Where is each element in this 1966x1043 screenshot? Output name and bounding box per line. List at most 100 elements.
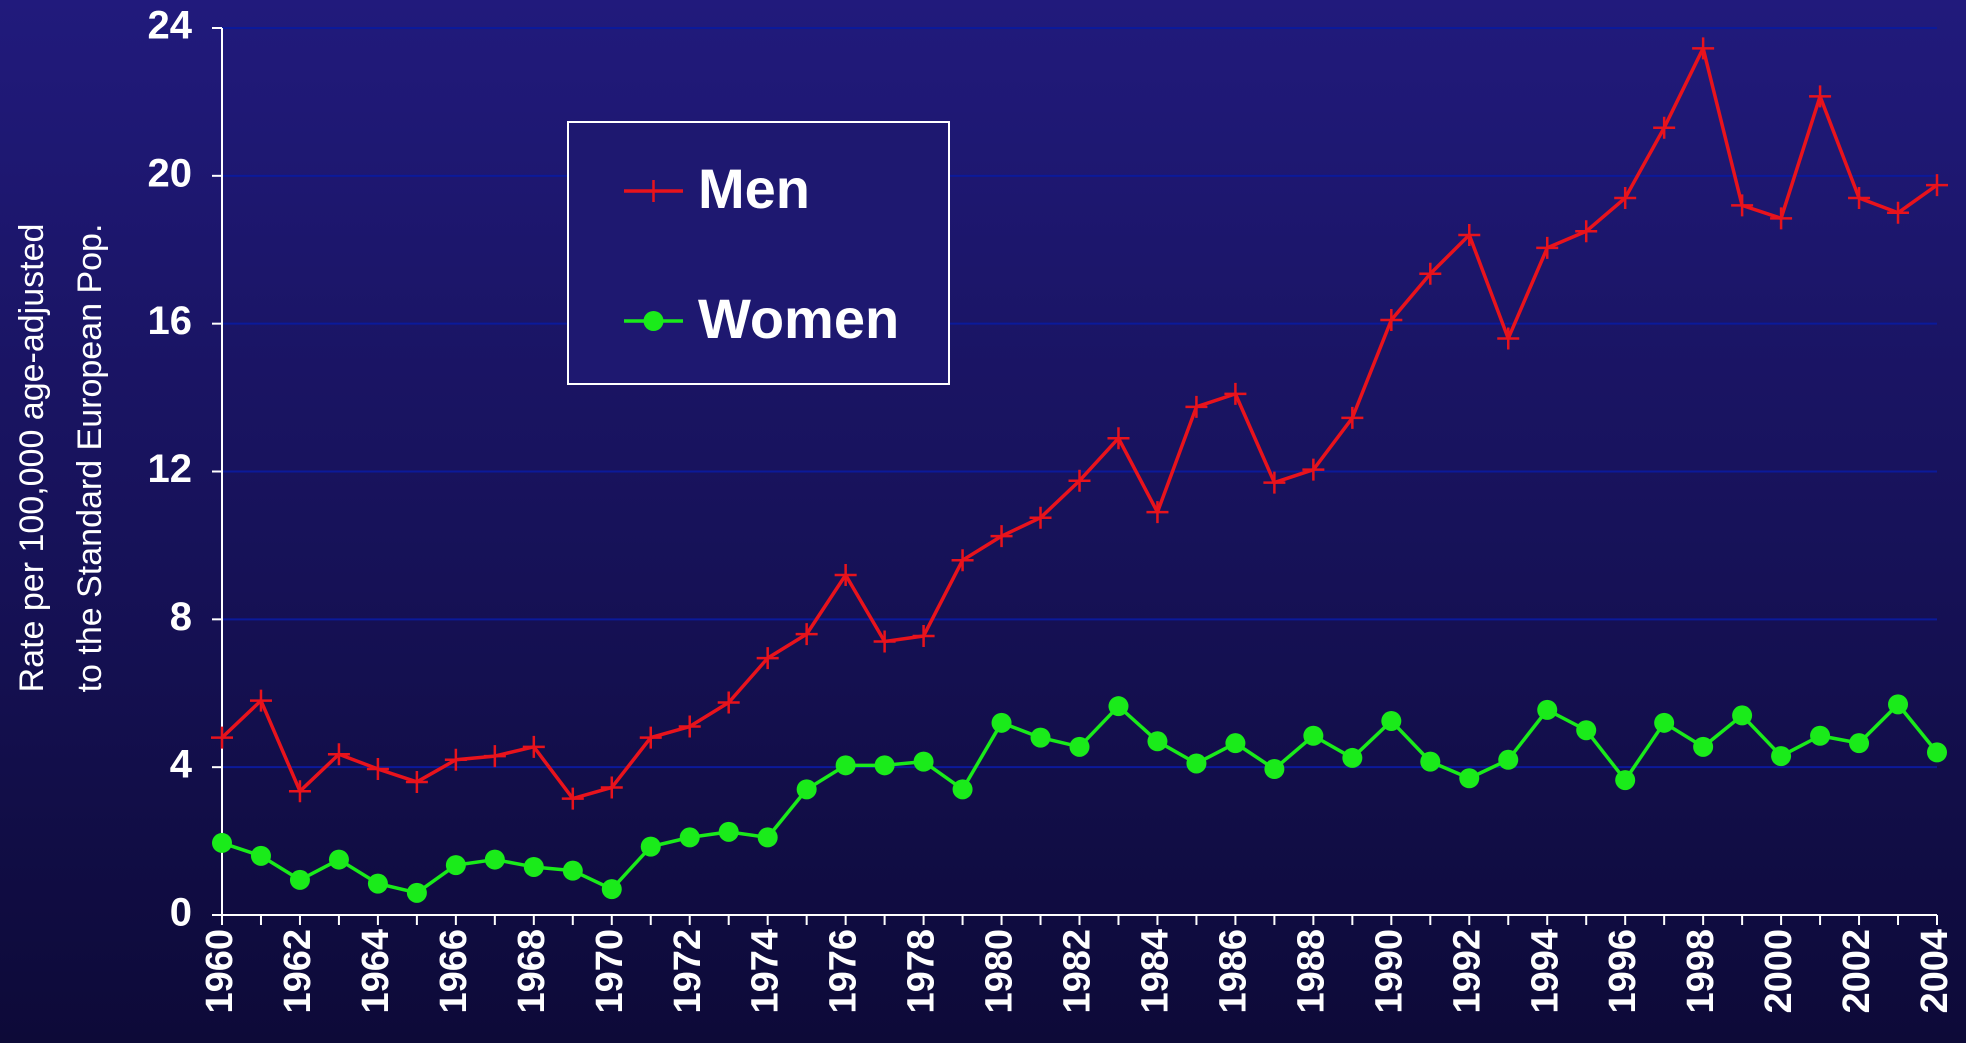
x-tick-label: 1976	[823, 929, 865, 1014]
point	[1419, 262, 1442, 285]
point	[523, 856, 544, 877]
point	[1341, 406, 1364, 429]
point	[795, 623, 818, 646]
point	[1693, 736, 1714, 757]
legend-marker	[643, 311, 664, 331]
point	[1770, 207, 1793, 230]
point	[952, 779, 973, 800]
point	[522, 735, 545, 758]
y-tick-label: 4	[170, 743, 193, 787]
x-tick-label: 1990	[1368, 929, 1410, 1014]
point	[717, 691, 740, 714]
point	[1849, 733, 1870, 754]
point	[1692, 37, 1715, 60]
point	[249, 689, 272, 712]
point	[445, 855, 466, 876]
x-tick-label: 1964	[355, 929, 397, 1014]
point	[796, 779, 817, 800]
point	[639, 726, 662, 749]
point	[1458, 223, 1481, 246]
point	[1303, 725, 1324, 746]
point	[1809, 85, 1832, 108]
x-tick-label: 2002	[1836, 929, 1878, 1014]
point	[212, 832, 232, 853]
point	[211, 726, 233, 749]
x-tick-label: 1972	[667, 929, 709, 1014]
x-tick-label: 1988	[1290, 929, 1332, 1014]
point	[1732, 705, 1753, 726]
point	[1575, 220, 1598, 243]
point	[1029, 506, 1052, 529]
point	[1537, 699, 1558, 720]
point	[1888, 694, 1909, 715]
point	[1264, 759, 1285, 780]
x-tick-label: 1992	[1446, 929, 1488, 1014]
point	[289, 869, 310, 890]
point	[1185, 395, 1208, 418]
point	[1186, 753, 1207, 774]
point	[1771, 746, 1792, 767]
point	[1381, 710, 1402, 731]
point	[1225, 733, 1246, 754]
point	[1342, 747, 1363, 768]
y-tick-label: 24	[148, 4, 193, 48]
y-tick-label: 20	[148, 151, 193, 195]
point	[1848, 187, 1871, 210]
x-tick-label: 1980	[979, 929, 1021, 1014]
point	[1459, 768, 1480, 789]
point	[834, 563, 857, 586]
point	[913, 751, 934, 772]
point	[406, 882, 427, 903]
point	[718, 821, 739, 842]
y-axis-label: Rate per 100,000 age-adjusted	[13, 224, 51, 693]
point	[1420, 751, 1441, 772]
x-tick-label: 1986	[1212, 929, 1254, 1014]
y-tick-label: 8	[170, 595, 192, 639]
point	[1927, 742, 1947, 763]
point	[1224, 382, 1247, 405]
point	[1107, 427, 1130, 450]
point	[990, 525, 1013, 548]
point	[756, 647, 779, 670]
x-tick-label: 2004	[1914, 929, 1956, 1014]
x-tick-label: 1984	[1134, 929, 1176, 1014]
x-tick-label: 1966	[433, 929, 475, 1014]
x-tick-label: 1974	[745, 929, 787, 1014]
point	[1069, 736, 1090, 757]
point	[678, 715, 701, 738]
point	[600, 776, 623, 799]
y-axis-label: to the Standard European Pop.	[71, 224, 109, 693]
point	[1926, 174, 1948, 197]
point	[1263, 471, 1286, 494]
point	[288, 780, 311, 803]
point	[679, 827, 700, 848]
point	[366, 758, 389, 781]
point	[835, 755, 856, 776]
point	[1576, 720, 1597, 741]
point	[250, 845, 271, 866]
x-tick-label: 1998	[1680, 929, 1722, 1014]
y-tick-label: 12	[148, 447, 193, 491]
x-tick-label: 1994	[1524, 929, 1566, 1014]
legend: Men Women	[567, 121, 950, 385]
y-tick-label: 0	[170, 891, 192, 935]
point	[328, 849, 349, 870]
point	[1810, 725, 1831, 746]
x-tick-label: 1968	[511, 929, 553, 1014]
point	[951, 549, 974, 572]
x-tick-label: 1978	[901, 929, 943, 1014]
point	[1302, 458, 1325, 481]
point	[1068, 469, 1091, 492]
point	[1380, 308, 1403, 331]
point	[562, 860, 583, 881]
point	[1030, 727, 1051, 748]
point	[1497, 327, 1520, 350]
point	[1887, 201, 1910, 224]
point	[1498, 749, 1519, 770]
point	[873, 630, 896, 653]
y-tick-label: 16	[148, 299, 193, 343]
point	[444, 748, 467, 771]
point	[874, 755, 895, 776]
point	[1615, 770, 1636, 791]
point	[601, 879, 622, 900]
